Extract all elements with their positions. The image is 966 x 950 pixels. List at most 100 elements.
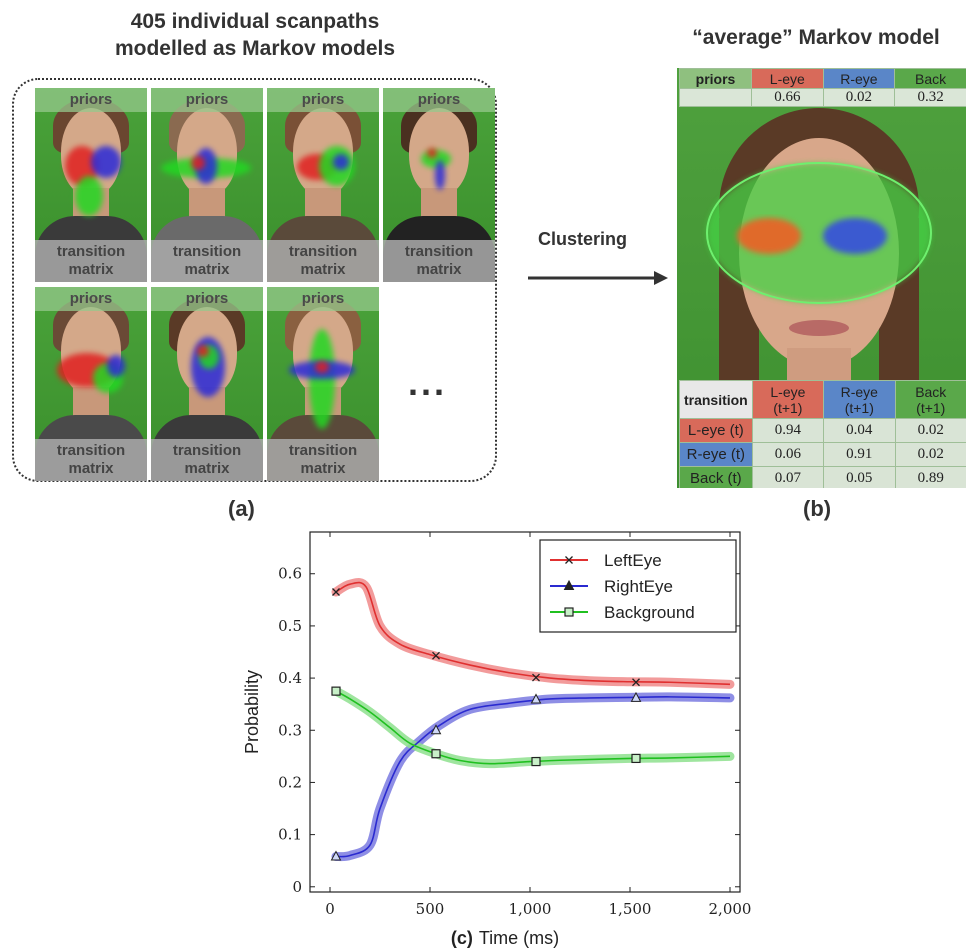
cell-b-r: 0.05 xyxy=(823,466,896,488)
tile-priors-label: priors xyxy=(35,88,147,112)
x-tick-label: 500 xyxy=(416,900,445,918)
tile-transition-line2: matrix xyxy=(300,261,346,278)
tile-transition-label: transition matrix xyxy=(35,240,147,282)
cell-l-b: 0.02 xyxy=(894,418,966,443)
cell-l-l: 0.94 xyxy=(751,418,825,443)
cell-l-r: 0.04 xyxy=(823,418,896,443)
transition-header-l-eye: L-eye (t+1) xyxy=(751,380,825,419)
background-line xyxy=(335,690,731,765)
left-eye-fixation-blob xyxy=(737,218,801,254)
scanpath-model-tile: priors transition matrix xyxy=(267,287,379,481)
background-marker xyxy=(331,686,341,696)
lefteye-line xyxy=(335,581,731,686)
legend-label-background: Background xyxy=(604,603,695,622)
right-eye-fixation-blob xyxy=(823,218,887,254)
y-axis-label: Probability xyxy=(242,670,262,754)
legend-marker-lefteye xyxy=(565,556,573,564)
cell-r-r: 0.91 xyxy=(823,442,896,467)
row-r-eye-label: R-eye (t) xyxy=(679,442,753,467)
background-marker xyxy=(431,749,441,759)
panel-b-caption: (b) xyxy=(803,496,832,521)
axis-ticks: 0 500 1,000 1,500 2,000 0 0.1 0.2 0.3 0.4 0.5 0.6 xyxy=(278,532,751,918)
transition-header-r-eye-line2: (t+1) xyxy=(844,399,874,416)
transition-header-back: Back (t+1) xyxy=(894,380,966,419)
fixation-blob xyxy=(435,160,445,190)
tile-neck xyxy=(189,188,225,218)
y-tick-label: 0.1 xyxy=(278,826,302,844)
fixation-blob xyxy=(107,355,125,377)
righteye-marker xyxy=(530,693,542,704)
prior-l-eye-value: 0.66 xyxy=(751,88,824,107)
tile-priors-label: priors xyxy=(267,287,379,311)
fixation-blob xyxy=(315,361,329,373)
x-axis-label: (c) Time (ms) xyxy=(451,928,559,948)
legend-label-lefteye: LeftEye xyxy=(604,551,662,570)
prior-back-value: 0.32 xyxy=(894,88,966,107)
lefteye-marker xyxy=(532,673,540,682)
tile-transition-line1: transition xyxy=(404,243,474,260)
tile-transition-line2: matrix xyxy=(416,261,462,278)
scanpath-model-tile: priors transition matrix xyxy=(151,88,263,282)
plot-frame xyxy=(309,531,741,893)
tile-priors-label: priors xyxy=(35,287,147,311)
tile-transition-label: transition matrix xyxy=(151,439,263,481)
transition-label: transition xyxy=(679,380,753,419)
priors-header-r-eye: R-eye xyxy=(822,68,896,89)
background-marker xyxy=(631,753,641,764)
righteye-marker xyxy=(430,724,442,735)
x-axis-label-prefix: (c) xyxy=(451,928,473,948)
lefteye-marker xyxy=(632,678,640,687)
legend-marker-righteye xyxy=(563,579,575,590)
cell-b-l: 0.07 xyxy=(751,466,825,488)
lefteye-marker xyxy=(432,651,440,660)
x-tick-label: 2,000 xyxy=(709,900,752,918)
righteye-marker xyxy=(330,850,342,861)
tile-transition-line1: transition xyxy=(288,243,358,260)
transition-header-r-eye-line1: R-eye xyxy=(840,383,878,400)
righteye-marker xyxy=(630,691,642,702)
row-back-label: Back (t) xyxy=(679,466,753,488)
scanpath-models-container xyxy=(12,78,497,482)
fixation-blob xyxy=(91,146,121,178)
y-tick-label: 0.5 xyxy=(278,617,302,635)
y-tick-label: 0.6 xyxy=(278,565,302,583)
more-models-ellipsis: ... xyxy=(408,362,448,403)
x-axis-label-text: Time (ms) xyxy=(479,928,559,948)
tile-transition-label: transition matrix xyxy=(383,240,495,282)
y-tick-label: 0.4 xyxy=(278,669,302,687)
prior-r-eye-value: 0.02 xyxy=(822,88,896,107)
tile-transition-line1: transition xyxy=(288,442,358,459)
tile-transition-label: transition matrix xyxy=(35,439,147,481)
tile-priors-label: priors xyxy=(267,88,379,112)
tile-transition-label: transition matrix xyxy=(267,439,379,481)
tile-transition-label: transition matrix xyxy=(267,240,379,282)
transition-table: transition L-eye (t+1) R-eye (t+1) Back … xyxy=(679,380,966,488)
tile-transition-line2: matrix xyxy=(68,460,114,477)
series-lines xyxy=(335,581,731,858)
priors-header-back: Back xyxy=(894,68,966,89)
fixation-blob xyxy=(333,154,349,170)
panel-a-caption: (a) xyxy=(228,496,255,521)
tile-priors-label: priors xyxy=(383,88,495,112)
cell-r-l: 0.06 xyxy=(751,442,825,467)
righteye-line xyxy=(335,696,731,858)
scanpath-model-tile: priors transition matrix xyxy=(151,287,263,481)
x-tick-label: 1,000 xyxy=(509,900,552,918)
average-face-image xyxy=(706,108,932,408)
scanpath-model-tile: priors transition matrix xyxy=(35,287,147,481)
series-markers xyxy=(330,588,642,861)
righteye-confidence-band xyxy=(331,692,735,862)
fixation-blob xyxy=(197,345,209,357)
transition-header-l-eye-line2: (t+1) xyxy=(773,399,803,416)
x-tick-label: 1,500 xyxy=(609,900,652,918)
y-tick-label: 0 xyxy=(292,878,302,896)
cell-b-b: 0.89 xyxy=(894,466,966,488)
priors-empty-cell xyxy=(678,88,753,107)
fixation-blob xyxy=(309,329,335,429)
panel-b-title: “average” Markov model xyxy=(692,26,940,49)
tile-transition-line2: matrix xyxy=(184,460,230,477)
row-l-eye-label: L-eye (t) xyxy=(679,418,753,443)
scanpath-model-tile: priors transition matrix xyxy=(267,88,379,282)
tile-transition-line1: transition xyxy=(56,243,126,260)
clustering-label: Clustering xyxy=(538,229,628,249)
